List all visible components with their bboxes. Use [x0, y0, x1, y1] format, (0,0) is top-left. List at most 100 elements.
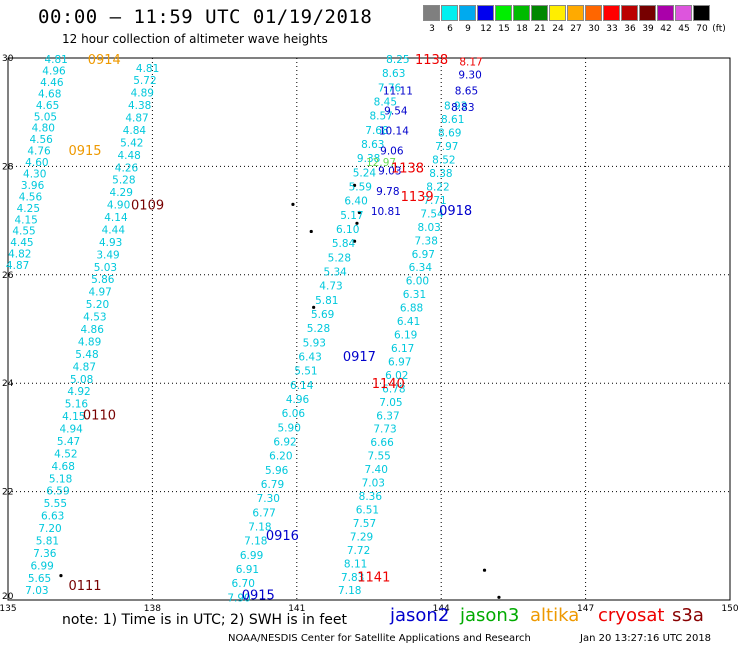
wave-height-value: 7.05 — [379, 397, 402, 409]
scale-label-18: 18 — [516, 24, 528, 34]
pass-time-label: 0918 — [439, 204, 472, 219]
wave-height-value: 8.63 — [361, 139, 384, 151]
page-title: 00:00 – 11:59 UTC 01/19/2018 — [38, 6, 373, 28]
wave-height-value: 6.37 — [376, 410, 399, 422]
pass-time-label: 0916 — [266, 529, 299, 544]
wave-height-value: 9.54 — [384, 106, 408, 118]
scale-label-27: 27 — [570, 24, 582, 34]
scale-label-6: 6 — [447, 24, 453, 34]
wave-height-value: 4.45 — [10, 237, 33, 249]
scale-label-21: 21 — [534, 24, 546, 34]
wave-height-value: 8.63 — [382, 68, 405, 80]
wave-height-value: 4.81 — [136, 63, 159, 75]
wave-height-value: 4.87 — [6, 260, 29, 272]
scale-label-42: 42 — [660, 24, 672, 34]
wave-height-value: 7.90 — [227, 592, 250, 604]
lat-tick-label: 24 — [2, 379, 14, 389]
wave-height-value: 7.54 — [420, 208, 444, 220]
wave-height-value: 4.87 — [73, 361, 96, 373]
island-marker — [355, 221, 359, 225]
pass-time-label: 0111 — [68, 579, 101, 594]
wave-height-value: 5.16 — [65, 399, 89, 411]
legend-item-jason2: jason2 — [390, 605, 450, 626]
scale-label-70: 70 — [696, 24, 708, 34]
wave-height-value: 4.97 — [88, 287, 111, 299]
wave-height-value: 6.92 — [273, 436, 296, 448]
wave-height-value: 5.48 — [75, 349, 98, 361]
wave-height-value: 5.28 — [112, 175, 135, 187]
wave-height-value: 7.36 — [33, 548, 57, 560]
wave-height-value: 5.81 — [36, 535, 59, 547]
legend-item-altika: altika — [530, 605, 580, 626]
scale-label-33: 33 — [606, 24, 618, 34]
lon-tick-label: 150 — [721, 604, 738, 614]
wave-height-value: 5.59 — [349, 182, 372, 194]
wave-height-value: 6.19 — [394, 330, 417, 342]
wave-height-value: 8.57 — [369, 111, 392, 123]
wave-height-value: 8.52 — [432, 155, 455, 167]
wave-height-value: 7.55 — [367, 451, 390, 463]
scale-swatch-33 — [603, 5, 620, 21]
wave-height-value: 6.02 — [385, 370, 408, 382]
wave-height-value: 4.44 — [102, 224, 126, 236]
wave-height-value: 7.18 — [244, 536, 267, 548]
wave-height-value: 9.78 — [376, 186, 399, 198]
wave-height-value: 6.63 — [41, 511, 64, 523]
lat-tick-label: 20 — [2, 592, 14, 602]
wave-height-value: 4.48 — [117, 150, 140, 162]
island-marker — [482, 568, 487, 572]
wave-height-value: 6.91 — [236, 564, 259, 576]
wave-height-value: 4.60 — [25, 157, 48, 169]
wave-height-value: 6.99 — [240, 550, 263, 562]
scale-label-15: 15 — [498, 24, 510, 34]
wave-height-value: 6.97 — [412, 249, 435, 261]
lat-tick-label: 22 — [2, 488, 13, 498]
wave-height-value: 5.65 — [28, 573, 51, 585]
lat-tick-label: 28 — [2, 162, 14, 172]
wave-height-value: 5.55 — [44, 498, 67, 510]
wave-height-value: 4.90 — [107, 200, 130, 212]
wave-height-value: 4.81 — [44, 54, 67, 66]
wave-height-value: 8.36 — [359, 491, 383, 503]
scale-label-39: 39 — [642, 24, 654, 34]
wave-height-value: 7.18 — [338, 585, 361, 597]
wave-height-value: 4.68 — [52, 461, 75, 473]
island-marker — [309, 229, 313, 234]
lon-tick-label: 138 — [144, 604, 161, 614]
wave-height-value: 5.18 — [49, 473, 72, 485]
wave-height-value: 4.89 — [78, 336, 101, 348]
wave-height-value: 7.72 — [347, 545, 370, 557]
lat-tick-label: 26 — [2, 271, 14, 281]
wave-height-value: 9.30 — [458, 69, 481, 81]
wave-height-value: 4.68 — [38, 88, 61, 100]
wave-height-value: 6.20 — [269, 451, 292, 463]
wave-height-value: 8.61 — [441, 114, 464, 126]
wave-height-value: 5.03 — [94, 262, 117, 274]
island-marker — [357, 210, 361, 215]
scale-label-9: 9 — [465, 24, 471, 34]
wave-height-value: 10.14 — [379, 126, 409, 138]
wave-height-value: 7.20 — [38, 523, 61, 535]
wave-height-value: 12.97 — [366, 157, 396, 169]
pass-time-label: 0109 — [131, 198, 164, 213]
lon-tick-label: 144 — [433, 604, 450, 614]
wave-height-value: 8.03 — [417, 222, 440, 234]
pass-time-label: 0915 — [68, 144, 101, 159]
wave-height-value: 5.93 — [303, 337, 326, 349]
legend-item-jason3: jason3 — [460, 605, 520, 626]
wave-height-value: 6.97 — [388, 356, 411, 368]
wave-height-value: 4.46 — [40, 77, 64, 89]
wave-height-value: 5.51 — [294, 366, 317, 378]
wave-height-value: 5.72 — [133, 75, 156, 87]
wave-height-value: 8.22 — [426, 181, 449, 193]
scale-label-30: 30 — [588, 24, 600, 34]
wave-height-value: 8.69 — [438, 128, 461, 140]
wave-height-value: 3.96 — [21, 180, 45, 192]
wave-height-value: 4.96 — [286, 394, 310, 406]
wave-height-value: 6.70 — [232, 578, 255, 590]
wave-height-value: 7.73 — [373, 424, 396, 436]
legend-item-cryosat: cryosat — [598, 605, 665, 626]
scale-swatch-30 — [585, 5, 602, 21]
wave-height-value: 9.03 — [378, 166, 401, 178]
